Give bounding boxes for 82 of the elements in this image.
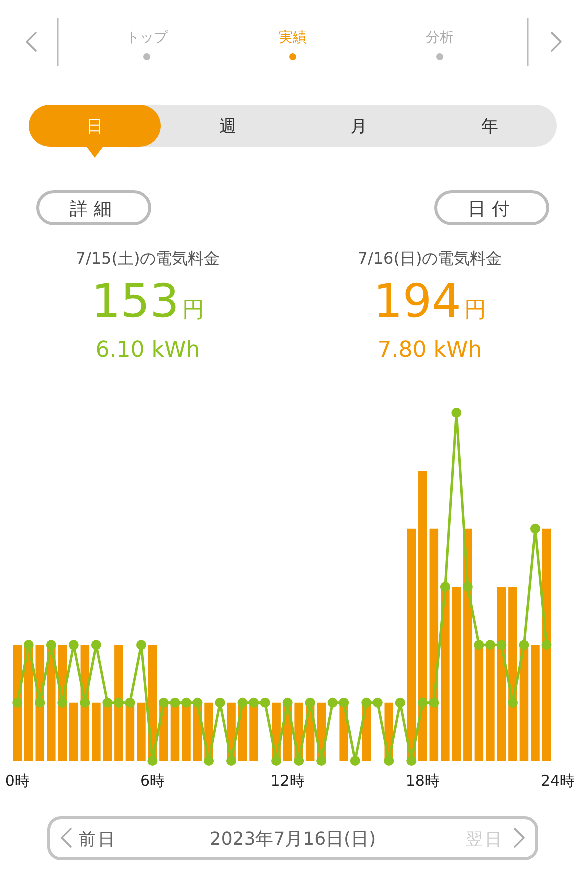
bar xyxy=(407,528,416,761)
point xyxy=(192,698,203,708)
text: 7/15(土)の電気料金 xyxy=(76,249,220,268)
point xyxy=(215,698,226,708)
point xyxy=(474,640,484,650)
text: 日 xyxy=(86,117,104,137)
point xyxy=(170,698,180,708)
point xyxy=(542,640,552,650)
point xyxy=(452,408,462,418)
point xyxy=(508,698,518,708)
text: 6.10 kWh xyxy=(96,338,200,363)
point xyxy=(12,698,23,708)
point xyxy=(238,698,248,708)
bar xyxy=(170,702,180,761)
x-tick-label: 0時 xyxy=(5,772,30,790)
point xyxy=(226,756,237,766)
text: 2023年7月16日(日) xyxy=(210,829,376,850)
x-tick-label: 12時 xyxy=(270,772,305,790)
text: 実績 xyxy=(279,30,307,46)
text: 前日 xyxy=(79,830,117,850)
point xyxy=(68,640,79,650)
bar xyxy=(474,645,484,761)
bar xyxy=(418,471,428,761)
point xyxy=(272,756,282,766)
bar xyxy=(114,645,124,761)
x-tick-label: 18時 xyxy=(406,772,440,790)
point xyxy=(46,640,56,650)
text: 詳細 xyxy=(70,199,118,220)
point xyxy=(181,698,192,708)
point xyxy=(339,698,350,708)
point xyxy=(125,698,136,708)
point xyxy=(395,698,406,708)
bar xyxy=(531,645,540,761)
bar xyxy=(441,587,450,761)
bar xyxy=(486,645,495,761)
point xyxy=(24,640,34,650)
text: 7/16(日)の電気料金 xyxy=(358,249,502,268)
text: トップ xyxy=(126,30,169,46)
point xyxy=(136,640,146,650)
point xyxy=(204,756,214,766)
text: 月 xyxy=(350,117,368,137)
point xyxy=(316,756,327,766)
text: 日付 xyxy=(468,199,516,220)
point xyxy=(305,698,316,708)
bar xyxy=(126,702,135,761)
text: 週 xyxy=(220,117,236,137)
point xyxy=(282,698,293,708)
bar xyxy=(137,702,146,761)
x-tick-label: 24時 xyxy=(540,772,576,790)
bar xyxy=(92,702,101,761)
point xyxy=(158,698,169,708)
point xyxy=(372,698,383,708)
point xyxy=(496,640,507,650)
point xyxy=(294,756,304,766)
point xyxy=(114,698,124,708)
point xyxy=(249,698,260,708)
text: 7.80 kWh xyxy=(378,338,482,363)
point xyxy=(148,756,158,766)
point xyxy=(485,640,496,650)
point xyxy=(102,698,113,708)
bar xyxy=(452,587,462,761)
point xyxy=(260,698,270,708)
point xyxy=(91,640,102,650)
point xyxy=(462,582,473,592)
point xyxy=(406,756,417,766)
point xyxy=(362,698,372,708)
point xyxy=(440,582,450,592)
text: 分析 xyxy=(426,30,454,46)
point xyxy=(58,698,68,708)
point xyxy=(530,524,540,534)
point xyxy=(429,698,440,708)
text: 年 xyxy=(482,117,498,137)
x-tick-label: 6時 xyxy=(140,772,165,790)
point xyxy=(350,756,360,766)
point xyxy=(80,698,90,708)
bar xyxy=(103,702,112,761)
point xyxy=(384,756,394,766)
point xyxy=(519,640,530,650)
bar xyxy=(70,702,78,761)
point xyxy=(328,698,338,708)
point xyxy=(418,698,428,708)
point xyxy=(35,698,46,708)
